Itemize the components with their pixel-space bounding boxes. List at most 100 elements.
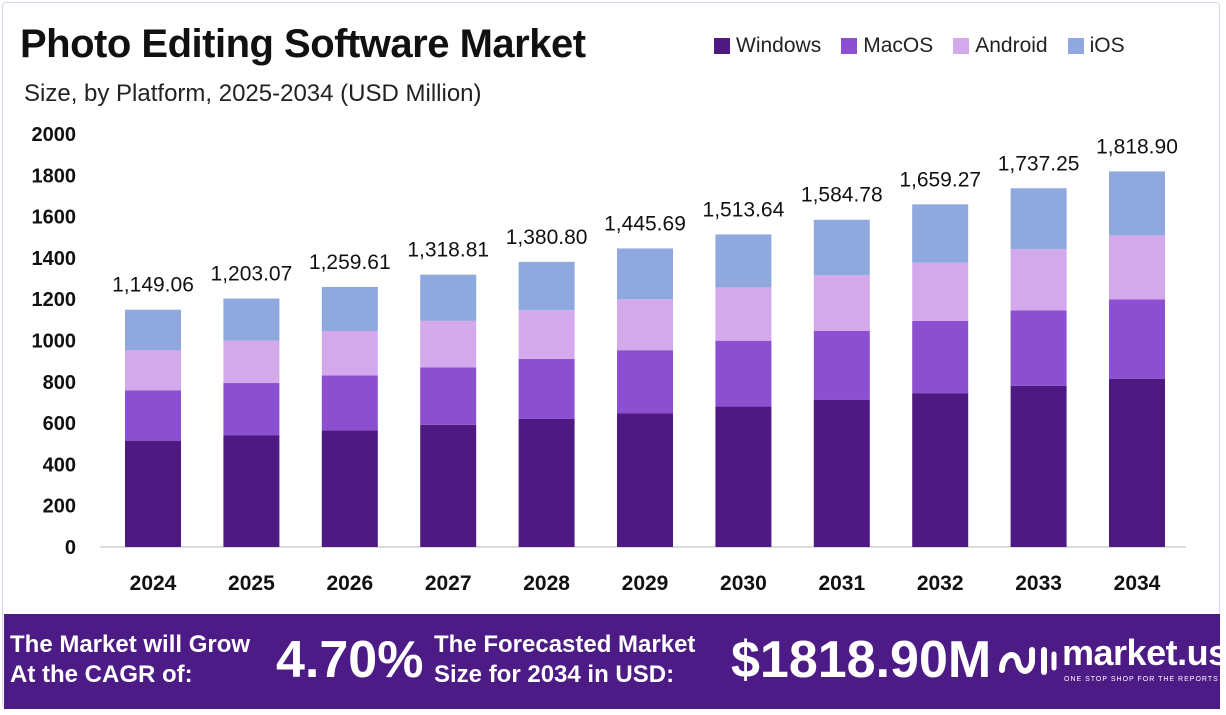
brand-tagline: ONE STOP SHOP FOR THE REPORTS	[1064, 676, 1219, 683]
legend-item-ios: iOS	[1067, 34, 1125, 58]
cagr-label: The Market will Grow At the CAGR of:	[10, 630, 250, 690]
bar-segment-ios	[1109, 171, 1165, 236]
bar-segment-macos	[1010, 310, 1067, 386]
bar-segment-windows	[617, 413, 673, 547]
bar-segment-ios	[1010, 188, 1067, 250]
y-tick-label: 0	[65, 537, 76, 559]
bar-total-label: 1,203.07	[211, 263, 293, 286]
bar-segment-windows	[813, 399, 870, 547]
bar-segment-windows	[912, 393, 969, 547]
legend-label-windows: Windows	[736, 34, 822, 57]
y-tick-label: 200	[43, 496, 76, 518]
bar-segment-windows	[1010, 385, 1067, 547]
x-tick-label: 2031	[818, 572, 865, 595]
bar-segment-android	[617, 299, 673, 351]
bar-segment-macos	[813, 331, 870, 400]
x-tick-label: 2025	[228, 572, 275, 595]
x-tick-label: 2027	[425, 572, 472, 595]
bar-segment-android	[715, 287, 772, 341]
chart-legend: Windows MacOS Android iOS	[714, 34, 1125, 58]
bar-segment-android	[420, 320, 477, 368]
legend-item-windows: Windows	[714, 34, 821, 58]
cagr-label-line1: The Market will Grow	[10, 631, 251, 658]
bar-segment-ios	[617, 248, 673, 300]
legend-swatch-macos	[841, 38, 858, 54]
legend-label-macos: MacOS	[863, 34, 934, 57]
legend-item-macos: MacOS	[841, 34, 933, 58]
bar-segment-macos	[223, 383, 280, 436]
bar-segment-windows	[518, 418, 575, 547]
bar-segment-android	[1010, 249, 1067, 311]
bar-segment-macos	[518, 358, 575, 419]
bar-total-label: 1,737.25	[998, 152, 1080, 175]
bar-total-label: 1,513.64	[703, 198, 785, 221]
bar-segment-macos	[715, 340, 772, 407]
bar-segment-android	[125, 349, 181, 391]
bar-total-label: 1,149.06	[112, 274, 194, 297]
bar-total-label: 1,818.90	[1096, 135, 1178, 158]
bar-segment-macos	[321, 375, 378, 431]
bar-segment-ios	[518, 261, 575, 311]
legend-swatch-ios	[1067, 38, 1084, 54]
y-tick-label: 600	[43, 413, 76, 435]
bar-segment-macos	[420, 367, 477, 425]
x-tick-label: 2028	[523, 572, 570, 595]
brand-name: market.us	[1062, 632, 1226, 673]
x-tick-label: 2026	[326, 572, 373, 595]
bar-segment-windows	[125, 440, 181, 547]
bar-segment-android	[518, 310, 575, 359]
x-tick-label: 2034	[1114, 572, 1161, 595]
bar-segment-android	[321, 331, 378, 376]
bar-segment-ios	[813, 219, 870, 276]
forecast-label-line1: The Forecasted Market	[434, 631, 696, 658]
cagr-label-line2: At the CAGR of:	[10, 661, 193, 688]
x-tick-label: 2033	[1015, 572, 1062, 595]
bar-segment-windows	[223, 435, 280, 547]
bar-total-label: 1,445.69	[604, 212, 686, 235]
x-tick-label: 2024	[130, 572, 177, 595]
bar-segment-macos	[1109, 299, 1165, 379]
bar-segment-macos	[125, 390, 181, 441]
y-tick-label: 1200	[32, 289, 77, 311]
bar-segment-android	[1109, 235, 1165, 300]
bar-total-label: 1,380.80	[506, 226, 588, 249]
y-tick-label: 1800	[32, 165, 77, 187]
forecast-value: $1818.90M	[731, 631, 992, 689]
bar-segment-macos	[912, 320, 969, 394]
bar-total-label: 1,584.78	[801, 184, 883, 207]
bar-segment-windows	[420, 424, 477, 547]
bar-segment-windows	[321, 430, 378, 547]
y-tick-label: 400	[43, 454, 76, 476]
y-tick-label: 1600	[32, 207, 77, 229]
stacked-bar-chart: 0 200 400 600 800 1000 1200 1400 1600 1800 2000 1,1…	[32, 124, 1186, 595]
forecast-label-line2: Size for 2034 in USD:	[434, 661, 675, 688]
x-tick-label: 2030	[720, 572, 767, 595]
legend-item-android: Android	[953, 34, 1048, 58]
legend-swatch-android	[953, 38, 970, 54]
chart-subtitle: Size, by Platform, 2025-2034 (USD Millio…	[24, 80, 482, 107]
bar-segment-windows	[715, 406, 772, 547]
y-tick-label: 1400	[32, 248, 77, 270]
bar-segment-ios	[715, 234, 772, 288]
x-tick-label: 2029	[622, 572, 669, 595]
bar-segment-ios	[223, 298, 280, 341]
bar-segment-ios	[125, 309, 181, 350]
bar-segment-windows	[1109, 378, 1165, 547]
cagr-value: 4.70%	[276, 631, 424, 689]
bar-total-label: 1,259.61	[309, 251, 391, 274]
bar-segment-ios	[420, 274, 477, 321]
bar-segment-android	[223, 340, 280, 384]
y-tick-label: 1000	[32, 331, 77, 353]
y-tick-label: 800	[43, 372, 76, 394]
bar-segment-android	[813, 275, 870, 332]
x-tick-label: 2032	[917, 572, 964, 595]
y-tick-label: 2000	[32, 124, 77, 146]
market-us-logo-icon	[999, 647, 1057, 675]
legend-label-android: Android	[975, 34, 1048, 57]
summary-banner: The Market will Grow At the CAGR of: 4.7…	[4, 614, 1226, 709]
bar-segment-android	[912, 262, 969, 321]
chart-title: Photo Editing Software Market	[20, 22, 586, 66]
bar-total-label: 1,318.81	[407, 239, 489, 262]
legend-swatch-windows	[714, 38, 730, 54]
bar-segment-macos	[617, 350, 673, 414]
